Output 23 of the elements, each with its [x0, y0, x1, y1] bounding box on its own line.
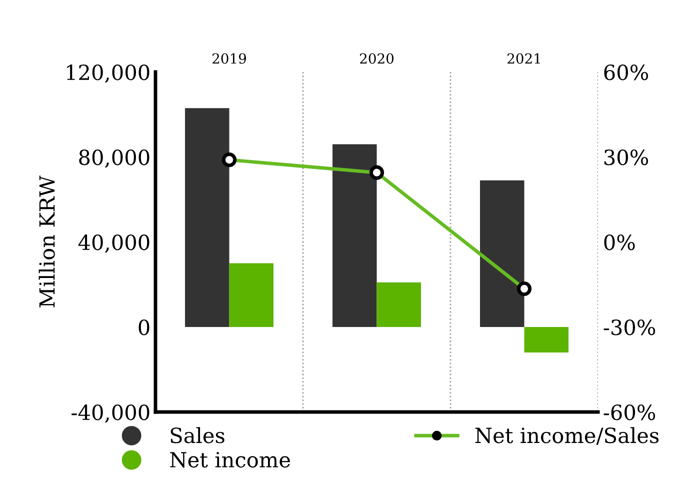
bar: [524, 327, 569, 352]
legend-label: Sales: [170, 427, 224, 444]
y-axis-title: Million KRW: [38, 176, 55, 308]
bar: [376, 282, 421, 327]
bar: [480, 180, 524, 327]
bar: [332, 144, 377, 327]
y-tick-label: 120,000: [67, 64, 150, 83]
y-tick-label: -40,000: [72, 404, 150, 423]
y-tick-label: 40,000: [78, 234, 150, 253]
y2-tick-label: 30%: [604, 149, 648, 166]
x-tick-label: 2019: [212, 53, 246, 64]
y-tick-label: 80,000: [79, 149, 150, 168]
bar: [184, 108, 230, 327]
y2-tick-label: -30%: [604, 319, 656, 336]
y-tick-label: 0: [138, 319, 150, 336]
y2-tick-label: 0%: [604, 234, 635, 250]
legend-label: Net income/Sales: [475, 427, 659, 445]
y2-tick-label: -60%: [604, 404, 656, 420]
x-tick-label: 2020: [360, 53, 394, 64]
x-tick-label: 2021: [508, 53, 540, 64]
y2-tick-label: 60%: [604, 64, 648, 80]
legend-label: Net income: [170, 452, 290, 468]
bar: [229, 263, 274, 327]
